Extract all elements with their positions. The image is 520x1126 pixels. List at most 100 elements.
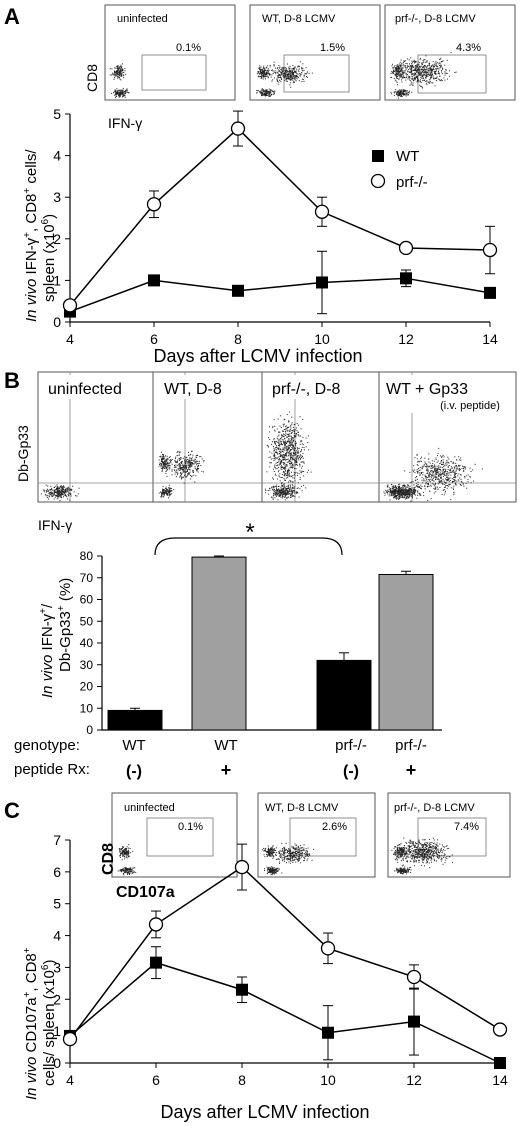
- flow-event-dot: [414, 489, 416, 491]
- flow-event-dot: [292, 466, 294, 468]
- flow-event-dot: [276, 489, 278, 490]
- flow-event-dot: [168, 493, 170, 495]
- flow-event-dot: [285, 489, 287, 491]
- flow-event-dot: [128, 852, 130, 854]
- flow-event-dot: [64, 488, 66, 490]
- flow-event-dot: [122, 95, 124, 97]
- flow-event-dot: [181, 467, 182, 469]
- flow-event-dot: [292, 458, 294, 460]
- flow-event-dot: [278, 73, 280, 75]
- flow-event-dot: [180, 474, 182, 476]
- flow-event-dot: [269, 96, 271, 97]
- flow-event-dot: [277, 418, 279, 420]
- flow-event-dot: [454, 480, 456, 482]
- flow-event-dot: [394, 65, 395, 67]
- flow-event-dot: [429, 80, 431, 82]
- flow-event-dot: [401, 497, 403, 498]
- flow-event-dot: [186, 467, 187, 469]
- flow-event-dot: [407, 70, 409, 72]
- flow-event-dot: [284, 448, 286, 450]
- flow-event-dot: [171, 474, 173, 476]
- flow-event-dot: [260, 69, 262, 71]
- flow-event-dot: [277, 438, 279, 440]
- flow-event-dot: [418, 469, 420, 471]
- flow-event-dot: [276, 491, 278, 493]
- flow-event-dot: [413, 471, 414, 473]
- flow-event-dot: [276, 441, 278, 443]
- flow-event-dot: [278, 467, 280, 468]
- flow-event-dot: [419, 62, 421, 64]
- flow-event-dot: [278, 459, 280, 461]
- flow-event-dot: [46, 491, 48, 492]
- flow-event-dot: [420, 71, 422, 73]
- flow-event-dot: [406, 493, 408, 495]
- flow-event-dot: [403, 93, 404, 94]
- flow-event-dot: [121, 66, 123, 68]
- flow-event-dot: [174, 460, 176, 461]
- flow-event-dot: [125, 73, 127, 75]
- panel-b-flow-dots-3: [264, 411, 312, 501]
- flow-event-dot: [167, 490, 169, 492]
- flow-event-dot: [427, 65, 429, 67]
- flow-event-dot: [405, 498, 407, 500]
- flow-event-dot: [459, 468, 461, 470]
- flow-event-dot: [432, 463, 434, 465]
- flow-event-dot: [123, 90, 125, 92]
- flow-event-dot: [287, 63, 288, 65]
- flow-event-dot: [396, 76, 398, 77]
- flow-event-dot: [63, 492, 65, 494]
- flow-event-dot: [301, 467, 303, 469]
- flow-event-dot: [60, 489, 62, 491]
- flow-event-dot: [291, 490, 293, 492]
- flow-event-dot: [420, 458, 422, 460]
- flow-event-dot: [109, 68, 111, 70]
- flow-event-dot: [181, 462, 182, 464]
- flow-event-dot: [298, 80, 300, 82]
- flow-event-dot: [180, 462, 182, 464]
- flow-event-dot: [398, 66, 399, 68]
- flow-event-dot: [293, 77, 295, 79]
- flow-event-dot: [294, 462, 296, 464]
- flow-event-dot: [191, 465, 193, 467]
- panel-b-ylabel-line1: In vivo IFN-γ+/: [38, 603, 56, 698]
- flow-event-dot: [399, 487, 401, 488]
- flow-event-dot: [424, 457, 426, 459]
- flow-event-dot: [124, 850, 126, 852]
- flow-event-dot: [405, 92, 407, 94]
- flow-event-dot: [40, 493, 42, 495]
- flow-event-dot: [291, 462, 293, 464]
- flow-event-dot: [184, 456, 186, 458]
- flow-event-dot: [297, 455, 299, 457]
- flow-event-dot: [272, 493, 274, 495]
- flow-event-dot: [192, 462, 193, 464]
- flow-event-dot: [268, 867, 270, 869]
- flow-event-dot: [70, 489, 72, 491]
- panel-b-flow-subtitle-4: (i.v. peptide): [440, 400, 500, 412]
- panel-a-y-tick-label: 4: [53, 148, 61, 164]
- flow-event-dot: [279, 71, 281, 73]
- flow-event-dot: [290, 480, 292, 482]
- flow-event-dot: [441, 80, 443, 81]
- flow-event-dot: [117, 93, 118, 94]
- flow-event-dot: [286, 453, 287, 455]
- flow-event-dot: [427, 68, 429, 70]
- flow-event-dot: [118, 89, 119, 91]
- flow-event-dot: [407, 484, 409, 486]
- flow-event-dot: [182, 465, 184, 467]
- flow-event-dot: [282, 73, 284, 75]
- panel-b-letter: B: [4, 368, 20, 393]
- flow-event-dot: [445, 486, 446, 488]
- flow-event-dot: [416, 484, 418, 486]
- flow-event-dot: [403, 90, 405, 92]
- flow-event-dot: [272, 871, 274, 873]
- flow-event-dot: [436, 68, 438, 70]
- flow-event-dot: [386, 485, 388, 487]
- flow-event-dot: [295, 80, 297, 82]
- flow-event-dot: [269, 466, 271, 468]
- flow-event-dot: [397, 497, 398, 499]
- flow-event-dot: [63, 491, 64, 493]
- flow-event-dot: [302, 70, 304, 72]
- flow-event-dot: [444, 64, 446, 66]
- flow-event-dot: [434, 469, 436, 471]
- flow-event-dot: [47, 488, 48, 490]
